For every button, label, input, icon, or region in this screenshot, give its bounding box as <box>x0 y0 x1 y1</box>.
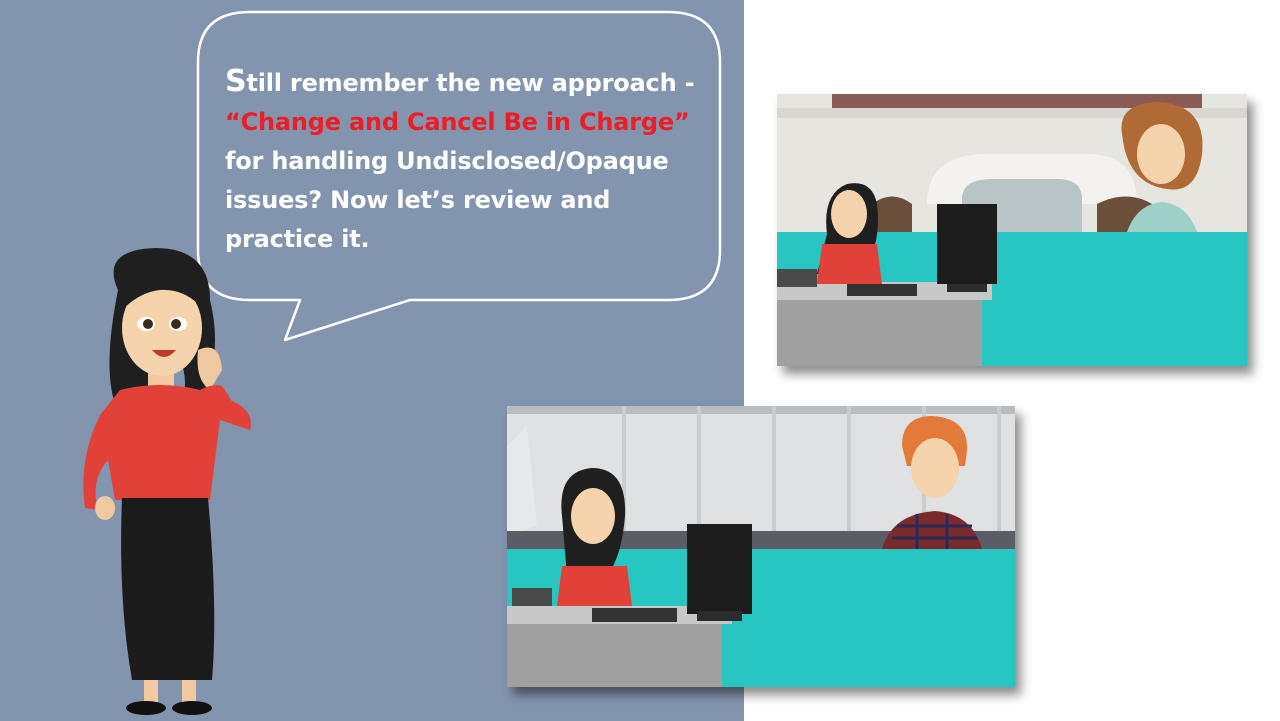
bubble-line-5: practice it. <box>225 225 370 253</box>
scene-image-hotel-desk <box>777 94 1247 366</box>
bubble-line-1: Still remember the new approach - <box>225 62 715 103</box>
bubble-line-1-text: till remember the new approach - <box>246 69 695 97</box>
presenter-character-image <box>83 248 251 715</box>
bubble-line-3: for handling Undisclosed/Opaque <box>225 147 669 175</box>
bubble-highlight-line: “Change and Cancel Be in Charge” <box>225 108 690 136</box>
scene-image-office-desk <box>507 406 1015 687</box>
speech-bubble-text: Still remember the new approach - “Chang… <box>225 62 715 259</box>
bubble-line-4: issues? Now let’s review and <box>225 186 611 214</box>
bubble-initial-letter: S <box>225 64 247 99</box>
